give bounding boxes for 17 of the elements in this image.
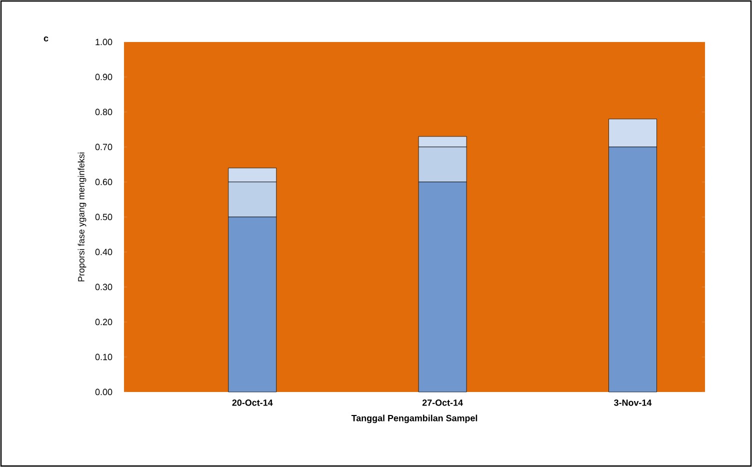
y-tick-label: 0.90 xyxy=(95,74,112,80)
y-tick-label: 0.50 xyxy=(95,214,112,220)
text: c xyxy=(44,36,48,42)
y-tick-label: 0.20 xyxy=(95,318,112,326)
x-axis-title: Tanggal Pengambilan Sampel xyxy=(351,414,478,424)
x-tick-label: 3-Nov-14 xyxy=(614,400,652,406)
y-tick-label: 0.10 xyxy=(95,354,112,360)
y-tick-label: 0.40 xyxy=(95,248,112,256)
x-tick-label: 27-Oct-14 xyxy=(422,400,463,406)
y-tick-label: 0.80 xyxy=(95,108,112,116)
y-tick-label: 1.00 xyxy=(96,38,112,46)
y-tick-label: 0.60 xyxy=(95,178,112,186)
y-tick-label: 0.30 xyxy=(95,284,112,290)
x-tick-label: 20-Oct-14 xyxy=(232,400,273,406)
y-axis-title: Proporsi fase ygang menginfeksi xyxy=(78,152,86,282)
y-tick-label: 0.00 xyxy=(95,388,112,396)
y-tick-label: 0.70 xyxy=(95,144,112,150)
